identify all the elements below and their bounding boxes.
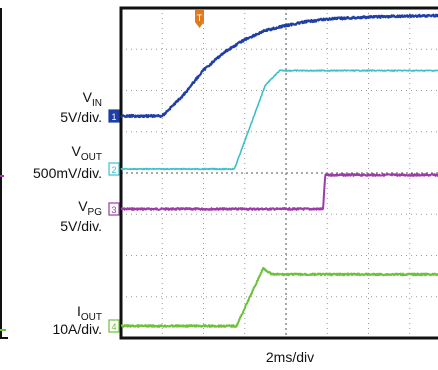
vout-label-sub: OUT	[81, 152, 102, 163]
trace-iout	[120, 266, 438, 328]
channel-marker-vin: 1	[108, 109, 120, 123]
channel-marker-box	[108, 202, 120, 216]
trigger-marker-label: T	[197, 13, 203, 23]
x-axis-label: 2ms/div	[266, 349, 314, 365]
channel-marker-vpg: 3	[108, 202, 120, 216]
svg-text:VOUT: VOUT	[72, 143, 102, 163]
channel-marker-vout: 2	[108, 162, 120, 176]
vout-scale: 500mV/div.	[33, 165, 102, 181]
channel-marker-box	[108, 319, 120, 333]
label-iout: IOUT 10A/div.	[52, 303, 102, 337]
label-vin: VIN 5V/div.	[60, 89, 102, 125]
trigger-marker: T	[195, 10, 204, 28]
left-frame-fragment	[0, 8, 8, 339]
label-vout: VOUT 500mV/div.	[33, 143, 102, 181]
channel-marker-label: 2	[111, 165, 116, 175]
channel-markers: 1 2 3 4	[108, 109, 120, 333]
vout-label-main: V	[72, 143, 82, 159]
channel-marker-label: 1	[111, 112, 116, 122]
svg-text:IOUT: IOUT	[77, 303, 102, 323]
channel-marker-iout: 4	[108, 319, 120, 333]
vin-scale: 5V/div.	[60, 109, 102, 125]
vin-label-main: V	[83, 89, 93, 105]
plot-grid	[121, 8, 438, 338]
waveform-traces	[120, 13, 438, 328]
iout-scale: 10A/div.	[52, 321, 102, 337]
channel-marker-label: 3	[111, 205, 116, 215]
trace-vout	[120, 69, 438, 171]
svg-text:VPG: VPG	[78, 198, 102, 218]
vpg-label-main: V	[78, 198, 88, 214]
iout-label-sub: OUT	[81, 312, 102, 323]
channel-marker-label: 4	[111, 322, 116, 332]
label-vpg: VPG 5V/div.	[60, 198, 102, 234]
vpg-scale: 5V/div.	[60, 218, 102, 234]
channel-marker-box	[108, 162, 120, 176]
vin-label-sub: IN	[92, 98, 102, 109]
plot-frame	[119, 6, 438, 340]
iout-label-main: I	[77, 303, 81, 319]
trace-vpg	[120, 173, 438, 211]
trace-vin	[120, 13, 438, 119]
channel-marker-box	[108, 109, 120, 123]
vpg-label-sub: PG	[88, 207, 103, 218]
svg-text:VIN: VIN	[83, 89, 102, 109]
